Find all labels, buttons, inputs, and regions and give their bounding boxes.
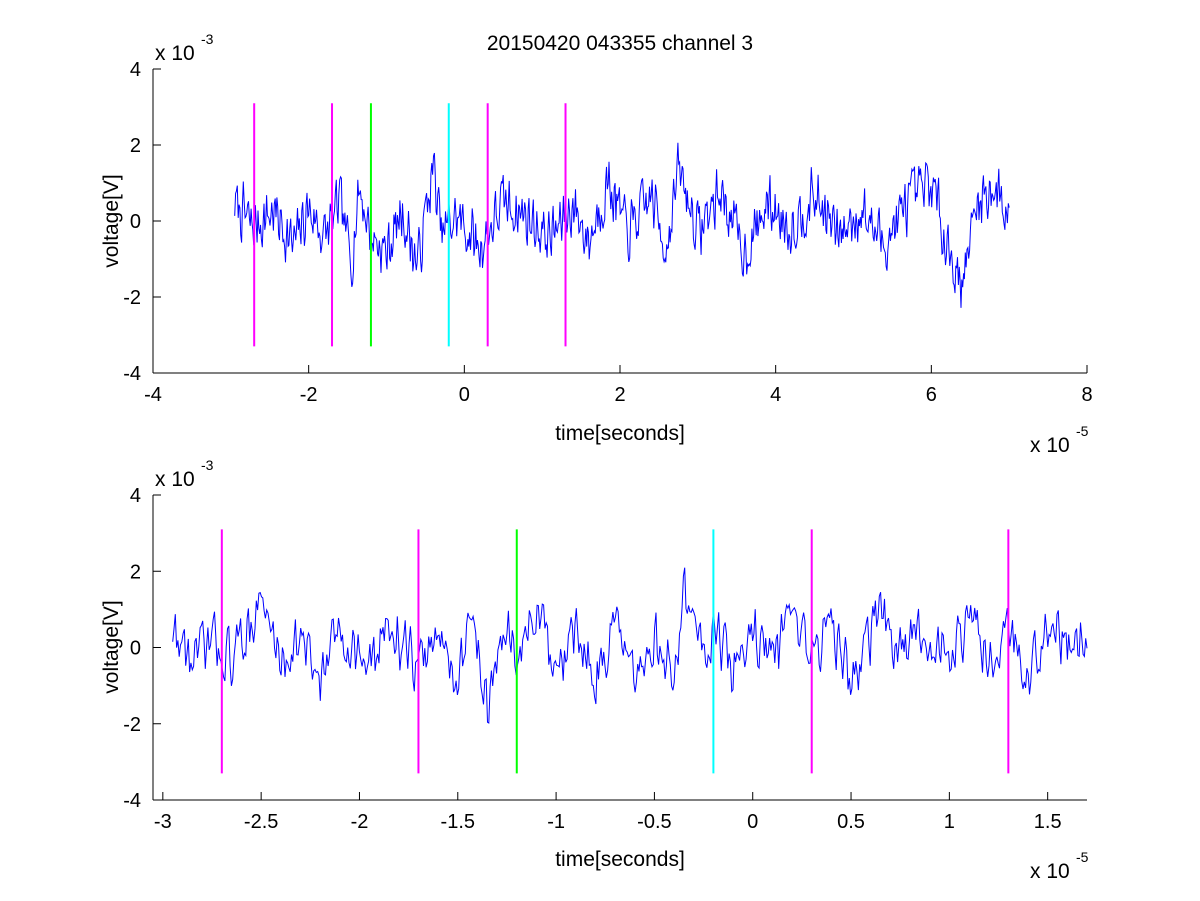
y-exponent-label: x 10 -3 [155,31,214,65]
y-axis-label: voltage[V] [100,600,123,693]
y-tick-label: -4 [123,790,141,812]
x-tick-label: -3 [154,811,172,833]
x-exponent-label: x 10 -5 [1030,849,1089,883]
y-exponent-label: x 10 -3 [155,457,214,491]
y-exponent-power: -3 [201,31,214,47]
y-exponent-power: -3 [201,457,214,473]
x-tick-label: -1.5 [441,811,475,833]
y-tick-label: 0 [130,638,141,660]
bottom-plot: x 10 -3 x 10 -5 time[seconds] voltage[V]… [100,457,1089,883]
x-tick-label: 8 [1081,384,1092,406]
signal-trace [234,142,1010,308]
x-exponent-power: -5 [1076,423,1089,439]
x-tick-label: -0.5 [637,811,671,833]
y-tick-label: -2 [123,714,141,736]
x-exponent-base: x 10 [1030,434,1070,457]
y-exponent-base: x 10 [155,42,195,65]
x-tick-label: 1.5 [1034,811,1062,833]
x-tick-label: 0.5 [837,811,865,833]
y-tick-label: -2 [123,287,141,309]
y-tick-label: 4 [130,485,141,507]
x-tick-label: -4 [144,384,162,406]
y-axis-label: voltage[V] [100,174,123,267]
x-tick-label: 4 [770,384,781,406]
x-tick-label: 2 [614,384,625,406]
y-tick-label: 2 [130,135,141,157]
signal-trace [172,567,1088,724]
y-tick-label: 2 [130,561,141,583]
x-tick-label: 1 [944,811,955,833]
y-tick-label: 4 [130,59,141,81]
y-exponent-base: x 10 [155,468,195,491]
x-tick-label: -2 [300,384,318,406]
x-axis-label: time[seconds] [555,848,685,871]
x-exponent-label: x 10 -5 [1030,423,1089,457]
top-plot: 20150420 043355 channel 3 x 10 -3 x 10 -… [100,31,1093,457]
x-tick-label: 0 [459,384,470,406]
x-tick-label: -2.5 [244,811,278,833]
x-exponent-base: x 10 [1030,860,1070,883]
y-tick-label: 0 [130,211,141,233]
y-tick-label: -4 [123,363,141,385]
x-axis-label: time[seconds] [555,422,685,445]
x-tick-label: 0 [747,811,758,833]
x-tick-label: -1 [547,811,565,833]
x-tick-label: 6 [926,384,937,406]
x-tick-label: -2 [351,811,369,833]
chart-title: 20150420 043355 channel 3 [487,32,753,55]
x-exponent-power: -5 [1076,849,1089,865]
